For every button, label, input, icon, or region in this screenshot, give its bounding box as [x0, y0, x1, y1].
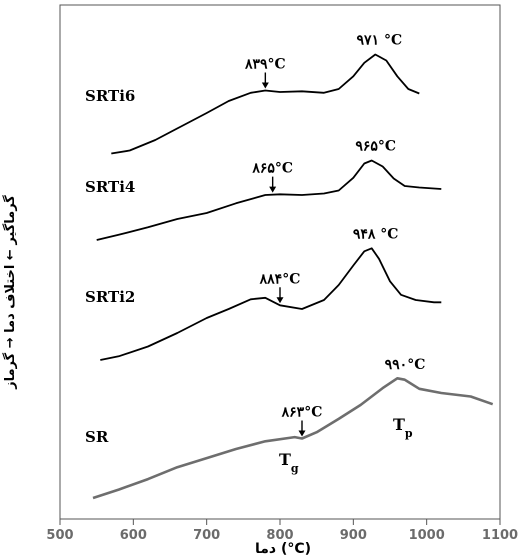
annotation-label: ۹۶۵°C: [355, 139, 396, 155]
tp-symbol: Tp: [393, 415, 413, 440]
annotation-arrow-head: [261, 82, 269, 89]
series-label-srti6: SRTi6: [85, 87, 135, 105]
x-tick-label: 700: [193, 528, 220, 543]
annotation-arrow-head: [269, 186, 277, 193]
series-label-srti2: SRTi2: [85, 288, 135, 306]
x-tick-label: 1000: [409, 528, 445, 543]
annotation-arrow-head: [276, 297, 284, 304]
series-label-srti4: SRTi4: [85, 178, 135, 196]
x-tick-label: 500: [46, 528, 73, 543]
annotation-label: ۸۶۵°C: [251, 161, 293, 177]
x-axis-label: دما (°C): [255, 541, 311, 557]
series-label-sr: SR: [85, 428, 109, 446]
annotation-label: ۹۹۰°C: [385, 357, 426, 373]
x-tick-label: 600: [120, 528, 147, 543]
annotations: ۸۳۹°C ۹۷۱ °C ۸۶۵°C ۹۶۵°C ۸۸۴°C ۹۴۸ °C ۸۶۳°C ۹۹۰…: [244, 33, 425, 437]
series-layer: [92, 53, 494, 500]
x-axis: 500 600 700 800 900 1000 1100: [46, 519, 518, 543]
annotation-label: ۸۸۴°C: [259, 271, 301, 287]
tg-symbol: Tg: [279, 450, 299, 475]
annotation-label: ۹۷۱ °C: [357, 33, 403, 49]
annotation-label: ۹۴۸ °C: [353, 226, 399, 242]
y-axis-label: گرماگیر ← اختلاف دما → گرماز: [2, 195, 18, 390]
annotation-label: ۸۳۹°C: [244, 57, 286, 73]
annotation-arrow-head: [298, 430, 306, 437]
series-line-sr: [92, 376, 494, 500]
x-tick-label: 1100: [482, 528, 518, 543]
series-line-srti4: [96, 159, 442, 241]
series-line-srti2: [100, 247, 442, 361]
tg-label: Tg: [279, 450, 299, 475]
annotation-label: ۸۶۳°C: [281, 405, 323, 421]
x-tick-label: 800: [266, 528, 293, 543]
series-labels: SRTi6 SRTi4 SRTi2 SR: [85, 87, 135, 446]
tp-label: Tp: [393, 415, 413, 440]
series-line-srti6: [111, 53, 420, 155]
x-tick-label: 900: [340, 528, 367, 543]
plot-frame: [59, 4, 501, 520]
